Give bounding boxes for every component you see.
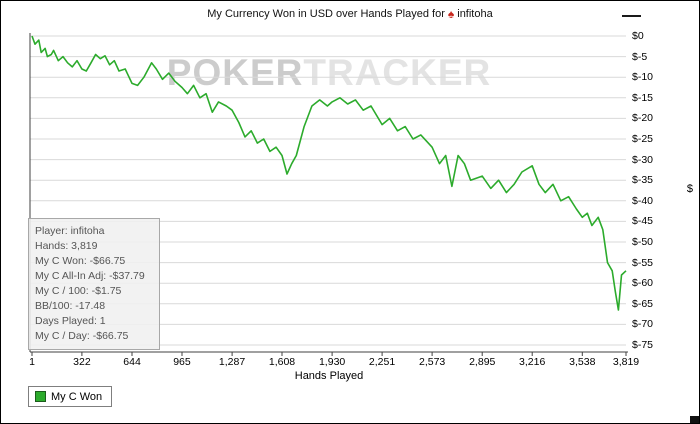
stats-tooltip: Player: infitoha Hands: 3,819 My C Won: -$… — [28, 218, 160, 350]
x-axis-tick-label: 644 — [123, 356, 141, 368]
watermark-poker: POKER — [166, 52, 304, 93]
x-axis-tick-label: 2,573 — [419, 356, 446, 368]
x-axis-tick-label: 1,930 — [318, 356, 346, 368]
y-axis-tick-label: $-5 — [632, 50, 648, 63]
resize-grip — [690, 416, 699, 423]
tooltip-row: My C / 100: -$1.75 — [35, 285, 122, 297]
y-axis-tick-label: $-55 — [632, 256, 654, 269]
x-axis-tick-label: 2,251 — [368, 356, 396, 368]
tooltip-row: My C / Day: -$66.75 — [35, 330, 129, 342]
y-axis-tick-label: $-65 — [632, 297, 654, 310]
chart-title-player: infitoha — [457, 8, 493, 20]
legend-label: My C Won — [51, 390, 103, 403]
x-axis-tick-label: 1,608 — [268, 356, 296, 368]
x-axis-tick-label: 1,287 — [218, 356, 246, 368]
y-axis-tick-label: $-25 — [632, 133, 654, 145]
x-axis-tick-label: 1 — [29, 356, 35, 368]
x-axis-tick-label: 3,216 — [519, 356, 546, 368]
x-axis-tick-label: 3,819 — [612, 356, 640, 368]
legend-swatch-my-c-won — [35, 391, 46, 402]
x-axis-title: Hands Played — [294, 370, 364, 382]
y-axis-tick-label: $0 — [632, 30, 644, 42]
y-axis-tick-label: $-10 — [632, 71, 654, 84]
x-axis-tick-label: 322 — [73, 356, 91, 368]
y-axis-tick-label: $-45 — [632, 215, 654, 228]
pokertracker-watermark: POKERTRACKER — [30, 52, 628, 94]
chart-title: My Currency Won in USD over Hands Played… — [0, 7, 700, 21]
x-axis-tick-label: 965 — [173, 356, 191, 368]
y-axis-tick-label: $-15 — [632, 91, 654, 104]
x-axis-tick-label: 3,538 — [569, 356, 596, 368]
x-axis-tick-label: 2,895 — [469, 356, 496, 368]
y-axis-tick-label: $-30 — [632, 153, 654, 166]
tooltip-row: Player: infitoha — [35, 225, 105, 237]
y-axis-tick-label: $-35 — [632, 174, 654, 187]
watermark-tracker: TRACKER — [303, 52, 492, 93]
chart-title-text: My Currency Won in USD over Hands Played… — [207, 8, 445, 20]
tooltip-row: My C Won: -$66.75 — [35, 255, 126, 267]
y-axis-tick-label: $-20 — [632, 112, 654, 125]
tooltip-row: BB/100: -17.48 — [35, 300, 106, 312]
y-axis-tick-label: $-75 — [632, 339, 654, 351]
y-axis-tick-label: $-70 — [632, 318, 654, 331]
tooltip-row: My C All-In Adj: -$37.79 — [35, 270, 145, 282]
window-control-dash — [622, 15, 641, 17]
pokertracker-icon: ♠ — [447, 7, 455, 21]
y-axis-tick-label: $-60 — [632, 277, 654, 290]
tooltip-row: Days Played: 1 — [35, 315, 106, 327]
y-axis-tick-label: $-50 — [632, 236, 654, 248]
y-axis-title: $ — [686, 183, 693, 195]
y-axis-tick-label: $-40 — [632, 194, 654, 207]
tooltip-row: Hands: 3,819 — [35, 240, 98, 252]
legend[interactable]: My C Won — [28, 386, 113, 407]
